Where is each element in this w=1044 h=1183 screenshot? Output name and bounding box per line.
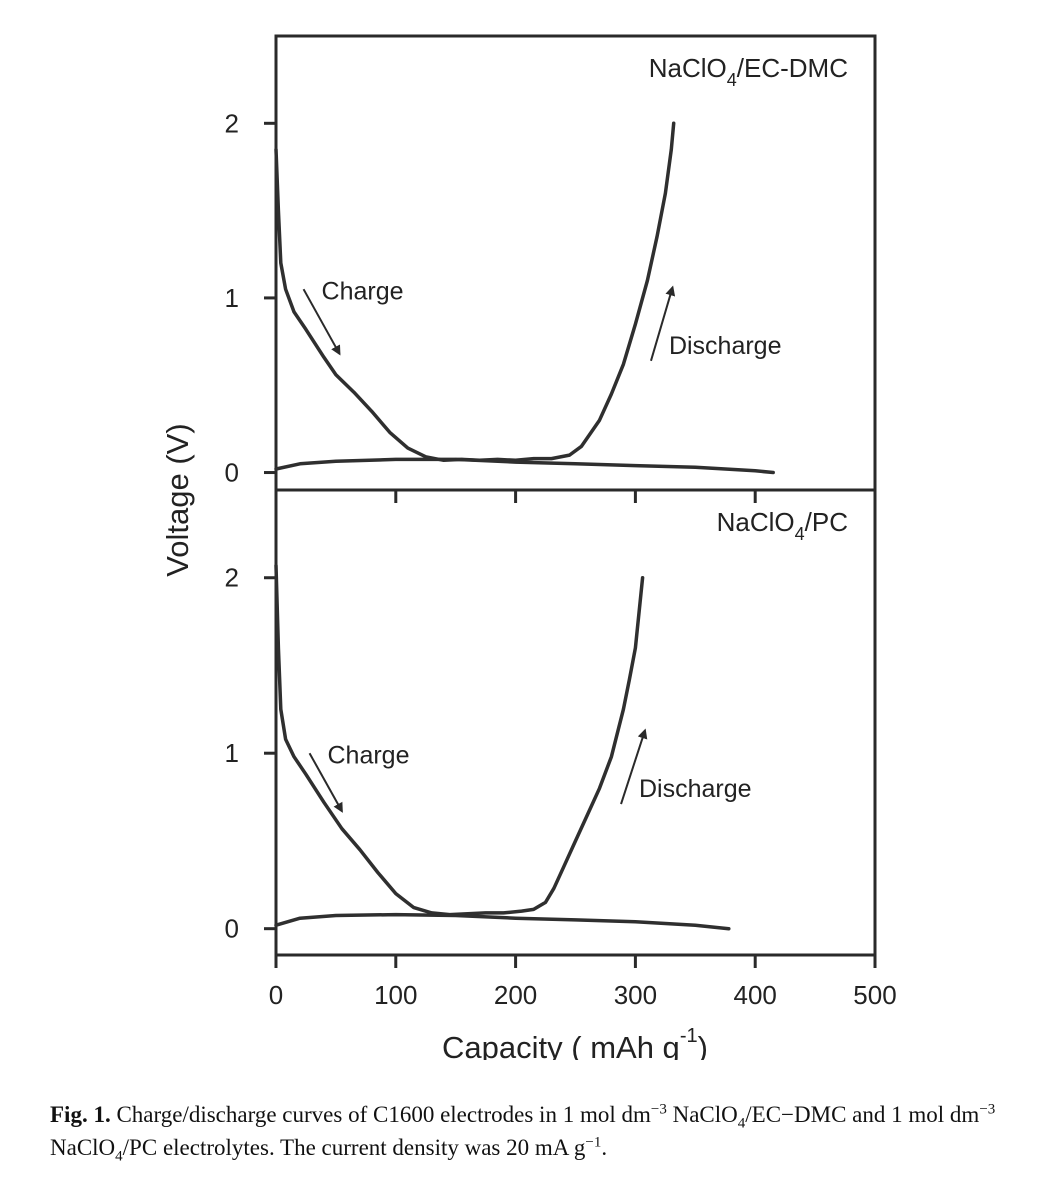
caption-sup-2: −3: [979, 1101, 996, 1118]
x-tick-label: 100: [374, 980, 417, 1010]
panel-label-sub: 4: [727, 70, 737, 90]
panel-frame: [274, 34, 877, 492]
x-axis-title-main: Capacity ( mAh g: [442, 1030, 680, 1060]
annotation-arrow: [620, 728, 648, 805]
panel-label: NaClO4/PC: [717, 507, 848, 544]
panel-label-main: NaClO: [649, 53, 727, 83]
caption-text-1: Charge/discharge curves of C1600 electro…: [110, 1102, 651, 1127]
annotation-arrow: [308, 752, 343, 813]
x-axis-title: Capacity ( mAh g-1): [442, 1025, 708, 1060]
x-axis-title-end: ): [698, 1030, 708, 1060]
x-tick-label: 400: [734, 980, 777, 1010]
x-tick-label: 200: [494, 980, 537, 1010]
y-axis-title: Voltage (V): [160, 423, 195, 576]
x-tick-label: 300: [614, 980, 657, 1010]
y-tick-label: 2: [225, 108, 239, 138]
caption-sub-1: 4: [737, 1115, 746, 1132]
caption-text-6: .: [601, 1135, 608, 1160]
panel-1: 0 1 2 NaClO4/EC-DMC Charge Discharge: [225, 34, 877, 492]
x-axis-title-sup: -1: [680, 1025, 698, 1047]
caption-sub-2: 4: [115, 1148, 123, 1165]
figure-caption: Fig. 1. Charge/discharge curves of C1600…: [50, 1098, 1010, 1164]
panel-label-rest: /EC-DMC: [737, 53, 848, 83]
x-tick-label: 0: [269, 980, 283, 1010]
panel-2: 0 1 2 NaClO4/PC Charge Discharge: [225, 488, 877, 957]
annotation-arrow: [650, 285, 676, 362]
panel-label-sub: 4: [795, 524, 805, 544]
y-tick-label: 2: [225, 563, 239, 593]
annotation-label: Discharge: [639, 775, 752, 803]
charge-discharge-figure: 012NaClO4/EC-DMCChargeDischarge012NaClO4…: [160, 34, 897, 1060]
panel-label-main: NaClO: [717, 507, 795, 537]
annotation-label: Charge: [322, 278, 404, 306]
x-tick-label: 500: [853, 980, 896, 1010]
caption-sup-1: −3: [650, 1101, 667, 1118]
annotation-label: Charge: [328, 742, 410, 770]
y-tick-label: 0: [225, 458, 239, 488]
caption-sup-3: −1: [585, 1134, 602, 1151]
annotation-arrow: [302, 288, 341, 356]
panel-frame: [274, 488, 877, 957]
series-line-2: [274, 457, 775, 475]
series-line-1: [274, 563, 645, 917]
chart-panels: 012NaClO4/EC-DMCChargeDischarge012NaClO4…: [225, 34, 877, 957]
y-tick-label: 1: [225, 283, 239, 313]
caption-label: Fig. 1.: [50, 1102, 111, 1127]
series-line-2: [274, 912, 731, 931]
panel-label-rest: /PC: [805, 507, 848, 537]
x-axis: 0 100 200 300 400 500: [269, 490, 897, 1010]
y-tick-label: 0: [225, 914, 239, 944]
annotation-label: Discharge: [669, 332, 782, 360]
panel-label: NaClO4/EC-DMC: [649, 53, 848, 90]
caption-text-2: NaClO: [666, 1102, 738, 1127]
caption-text-5: /PC electrolytes. The current density wa…: [122, 1135, 586, 1160]
y-tick-label: 1: [225, 738, 239, 768]
caption-text-4: NaClO: [50, 1135, 116, 1160]
caption-text-3: /EC−DMC and 1 mol dm: [745, 1102, 980, 1127]
